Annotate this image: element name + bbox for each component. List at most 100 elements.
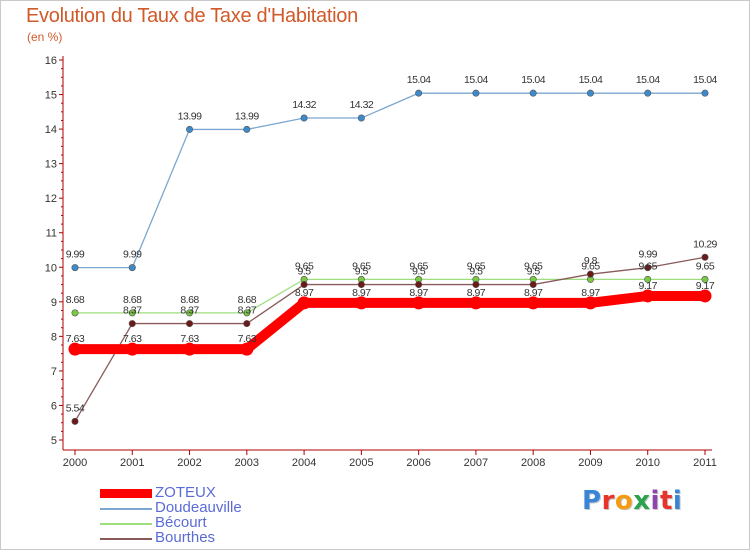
data-label: 8.97 bbox=[409, 287, 428, 299]
data-point bbox=[68, 342, 82, 356]
x-tick-label: 2007 bbox=[464, 457, 488, 469]
data-label: 9.65 bbox=[696, 260, 715, 272]
data-label: 7.63 bbox=[123, 333, 142, 345]
x-tick-label: 2009 bbox=[578, 457, 602, 469]
data-label: 9.17 bbox=[696, 280, 715, 292]
data-label: 9.65 bbox=[295, 260, 314, 272]
y-tick-label: 5 bbox=[51, 435, 57, 447]
data-point bbox=[529, 281, 537, 289]
series-line bbox=[75, 290, 705, 355]
series-line bbox=[74, 256, 706, 422]
data-label: 8.68 bbox=[66, 294, 85, 306]
logo-letter: r bbox=[601, 486, 615, 516]
series-line bbox=[75, 278, 705, 314]
series-doudeauville bbox=[71, 89, 709, 272]
data-point bbox=[586, 270, 594, 278]
data-point bbox=[186, 125, 194, 133]
data-label: 9.8 bbox=[584, 255, 598, 267]
data-label: 9.5 bbox=[355, 266, 369, 278]
data-label: 9.99 bbox=[66, 249, 85, 261]
x-tick-label: 2003 bbox=[235, 457, 259, 469]
data-point bbox=[128, 320, 136, 328]
x-tick-label: 2000 bbox=[63, 457, 87, 469]
data-point bbox=[529, 89, 537, 97]
y-tick-label: 10 bbox=[45, 262, 57, 274]
logo-letter: t bbox=[659, 486, 673, 516]
logo-letter: i bbox=[650, 486, 660, 516]
proxiti-logo: Proxiti bbox=[582, 486, 682, 516]
data-point bbox=[472, 89, 480, 97]
x-tick-label: 2002 bbox=[177, 457, 201, 469]
y-tick-label: 11 bbox=[46, 228, 57, 240]
data-label: 8.68 bbox=[123, 294, 142, 306]
data-label: 5.54 bbox=[66, 402, 85, 414]
legend-swatch-bourthes bbox=[100, 538, 152, 540]
y-tick-label: 6 bbox=[51, 400, 57, 412]
data-label: 9.99 bbox=[639, 249, 658, 261]
data-point bbox=[300, 281, 308, 289]
data-label: 8.97 bbox=[581, 287, 600, 299]
x-tick-label: 2010 bbox=[635, 457, 659, 469]
data-point bbox=[644, 89, 652, 97]
data-point bbox=[354, 296, 368, 310]
x-tick-label: 2011 bbox=[693, 457, 717, 469]
data-point bbox=[412, 296, 426, 310]
data-point bbox=[300, 114, 308, 122]
data-label: 9.5 bbox=[412, 266, 426, 278]
data-label: 7.63 bbox=[66, 333, 85, 345]
data-label: 7.63 bbox=[180, 333, 199, 345]
data-label: 14.32 bbox=[349, 99, 373, 111]
data-label: 8.37 bbox=[180, 305, 199, 317]
data-label: 9.65 bbox=[467, 260, 486, 272]
x-tick-label: 2006 bbox=[406, 457, 430, 469]
x-tick-label: 2004 bbox=[292, 457, 316, 469]
data-label: 8.97 bbox=[467, 287, 486, 299]
data-point bbox=[357, 281, 365, 289]
data-point bbox=[243, 320, 251, 328]
data-point bbox=[701, 89, 709, 97]
data-point bbox=[186, 320, 194, 328]
data-point bbox=[71, 417, 79, 425]
data-point bbox=[644, 264, 652, 272]
data-label: 8.37 bbox=[123, 305, 142, 317]
logo-letter: i bbox=[672, 486, 683, 516]
data-label: 15.04 bbox=[464, 74, 488, 86]
legend-label-becourt: Bécourt bbox=[155, 514, 207, 531]
data-label: 9.5 bbox=[527, 266, 541, 278]
data-label: 15.04 bbox=[407, 74, 431, 86]
data-label: 8.97 bbox=[352, 287, 371, 299]
data-point bbox=[240, 342, 254, 356]
data-label: 15.04 bbox=[693, 74, 717, 86]
data-point bbox=[415, 89, 423, 97]
data-label: 8.97 bbox=[524, 287, 543, 299]
x-tick-label: 2008 bbox=[521, 457, 545, 469]
legend-label-doudeauville: Doudeauville bbox=[155, 499, 242, 516]
series-zoteux bbox=[68, 289, 712, 356]
x-tick-label: 2001 bbox=[120, 457, 144, 469]
legend-swatch-zoteux bbox=[100, 489, 152, 498]
data-point bbox=[125, 342, 139, 356]
data-label: 9.65 bbox=[352, 260, 371, 272]
legend-swatch-doudeauville bbox=[100, 508, 152, 510]
y-tick-label: 13 bbox=[45, 159, 57, 171]
data-point bbox=[243, 309, 251, 317]
data-label: 15.04 bbox=[636, 74, 660, 86]
data-label: 15.04 bbox=[579, 74, 603, 86]
data-label: 8.68 bbox=[180, 294, 199, 306]
data-label: 9.65 bbox=[581, 260, 600, 272]
data-label: 7.63 bbox=[238, 333, 257, 345]
series-bourthes bbox=[71, 253, 709, 425]
data-point bbox=[469, 296, 483, 310]
data-point bbox=[71, 309, 79, 317]
data-point bbox=[128, 309, 136, 317]
data-point bbox=[526, 296, 540, 310]
data-point bbox=[701, 253, 709, 261]
data-label: 14.32 bbox=[292, 99, 316, 111]
data-label: 13.99 bbox=[235, 110, 259, 122]
logo-letter: o bbox=[614, 486, 634, 516]
data-label: 9.17 bbox=[639, 280, 658, 292]
data-point bbox=[644, 275, 652, 283]
x-tick-label: 2005 bbox=[349, 457, 373, 469]
legend-swatch-becourt bbox=[100, 523, 152, 525]
